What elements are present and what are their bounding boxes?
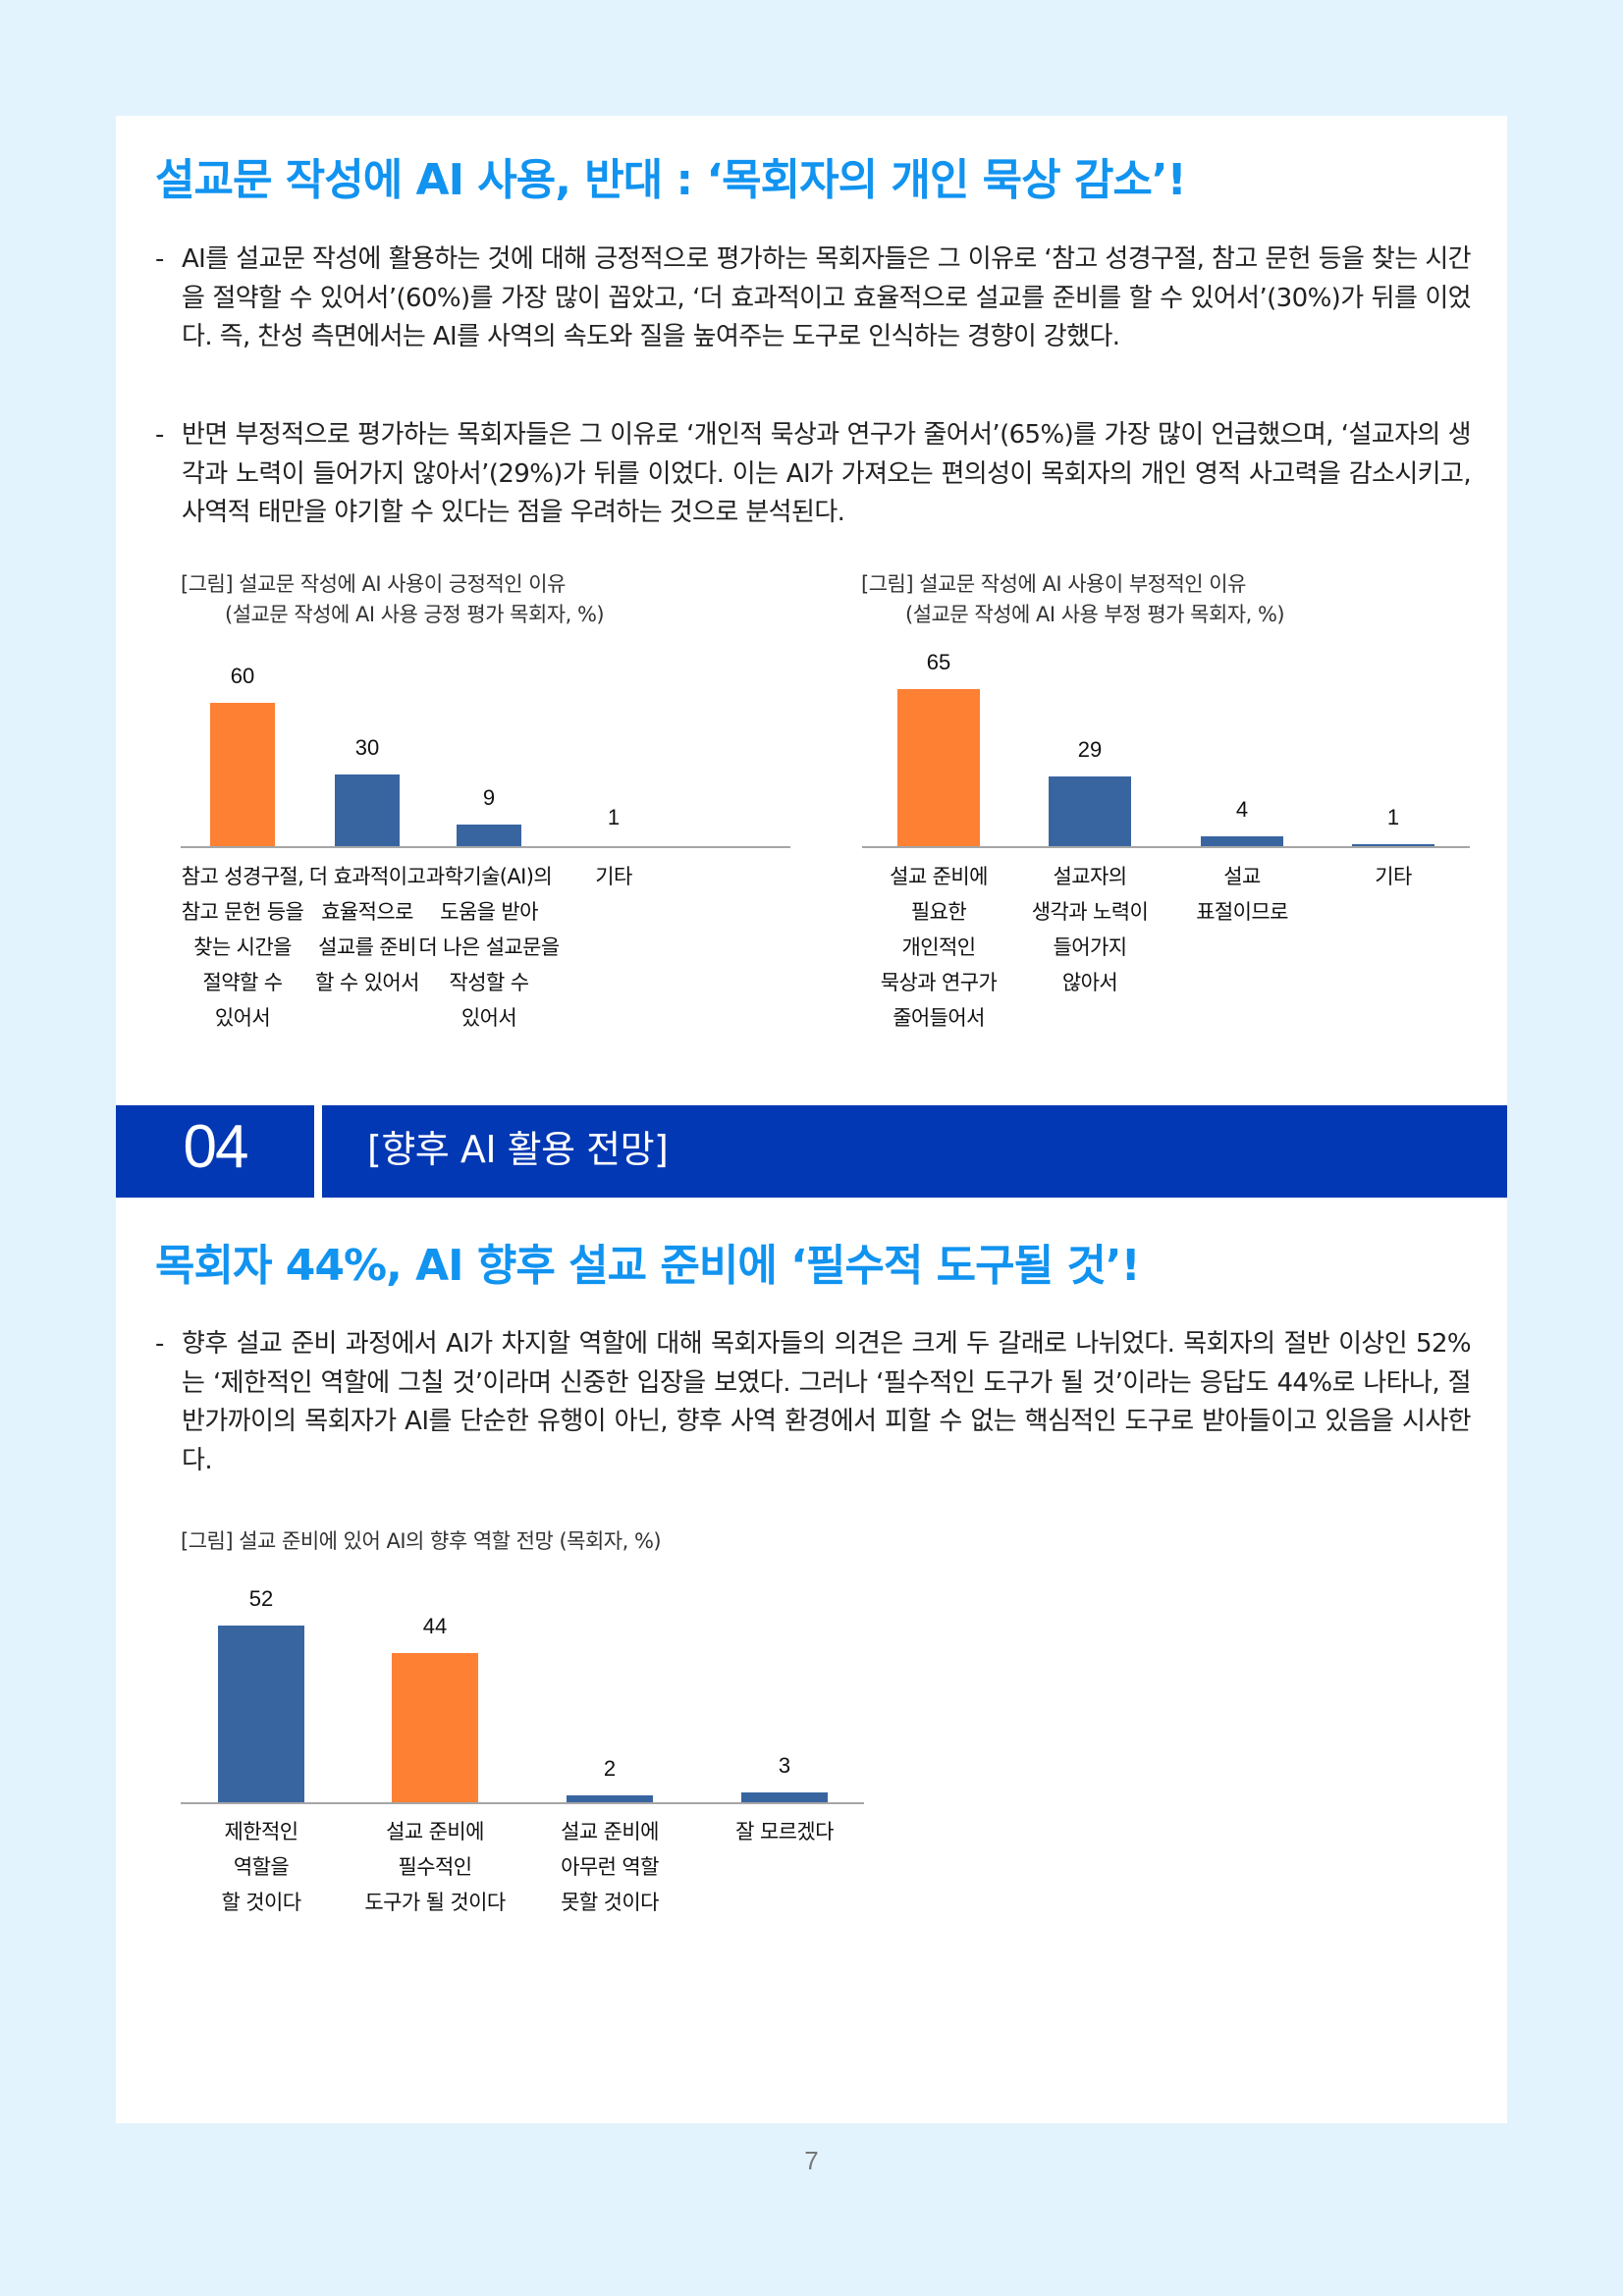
section-label-box: [향후 AI 활용 전망]	[322, 1105, 1507, 1198]
section1-title: 설교문 작성에 AI 사용, 반대 : ‘목회자의 개인 묵상 감소’!	[155, 155, 1187, 205]
section-number: 04	[183, 1113, 249, 1181]
bar-value-label: 52	[248, 1586, 274, 1612]
bullet-dash: -	[155, 420, 164, 450]
category-label: 설교자의 생각과 노력이 들어가지 않아서	[1031, 865, 1149, 994]
bar	[1352, 843, 1434, 846]
bar-value-label: 1	[1386, 804, 1400, 829]
section2-bullet-1: - 향후 설교 준비 과정에서 AI가 차지할 역할에 대해 목회자들의 의견은…	[155, 1325, 1472, 1480]
category-label: 잘 모르겠다	[735, 1820, 834, 1843]
bar-value-label: 2	[603, 1756, 617, 1782]
category-label: 설교 준비에 필요한 개인적인 묵상과 연구가 줄어들어서	[880, 865, 998, 1030]
section-label: [향후 AI 활용 전망]	[367, 1128, 669, 1171]
category-label: 설교 준비에 아무런 역할 못할 것이다	[561, 1820, 659, 1914]
bar-value-label: 65	[926, 650, 951, 675]
section-number-box: 04	[116, 1105, 314, 1198]
bar	[1201, 836, 1283, 846]
bar	[335, 774, 400, 846]
category-label: 참고 성경구절, 참고 문헌 등을 찾는 시간을 절약할 수 있어서	[181, 865, 304, 1030]
bullet-dash: -	[155, 1329, 164, 1359]
chart1-caption: [그림] 설교문 작성에 AI 사용이 긍정적인 이유 (설교문 작성에 AI …	[181, 569, 605, 630]
category-label: 더 효과적이고 효율적으로 설교를 준비 할 수 있어서	[308, 865, 426, 994]
x-axis-line	[862, 846, 1470, 848]
category-label: 기타	[595, 865, 632, 888]
chart2-subtitle: (설교문 작성에 AI 사용 부정 평가 목회자, %)	[905, 603, 1285, 626]
bar-value-label: 60	[230, 664, 255, 689]
chart3-caption: [그림] 설교 준비에 있어 AI의 향후 역할 전망 (목회자, %)	[181, 1526, 662, 1557]
chart1-title: [그림] 설교문 작성에 AI 사용이 긍정적인 이유	[181, 572, 566, 596]
chart2-title: [그림] 설교문 작성에 AI 사용이 부정적인 이유	[861, 572, 1246, 596]
bar	[457, 825, 521, 846]
x-axis-line	[181, 1802, 864, 1804]
section1-bullet-2: - 반면 부정적으로 평가하는 목회자들은 그 이유로 ‘개인적 묵상과 연구가…	[155, 416, 1472, 533]
chart2-caption: [그림] 설교문 작성에 AI 사용이 부정적인 이유 (설교문 작성에 AI …	[861, 569, 1285, 630]
category-label: 설교 준비에 필수적인 도구가 될 것이다	[364, 1820, 506, 1914]
category-label: 제한적인 역할을 할 것이다	[221, 1820, 302, 1914]
bar	[392, 1652, 478, 1802]
chart1-subtitle: (설교문 작성에 AI 사용 긍정 평가 목회자, %)	[225, 603, 605, 626]
page-number: 7	[804, 2146, 819, 2175]
bullet-dash: -	[155, 244, 164, 274]
bar	[897, 689, 980, 846]
bar	[218, 1626, 304, 1802]
bar-value-label: 30	[354, 735, 380, 761]
bar-value-label: 4	[1235, 797, 1249, 823]
section2-title: 목회자 44%, AI 향후 설교 준비에 ‘필수적 도구될 것’!	[155, 1241, 1141, 1291]
bar-value-label: 44	[422, 1613, 448, 1638]
bar-value-label: 3	[778, 1752, 791, 1778]
chart3-title: [그림] 설교 준비에 있어 AI의 향후 역할 전망 (목회자, %)	[181, 1529, 662, 1553]
bar-value-label: 9	[482, 785, 496, 811]
bar	[741, 1791, 828, 1802]
bar-value-label: 29	[1077, 736, 1103, 762]
category-label: 기타	[1375, 865, 1412, 888]
bullet-text: AI를 설교문 작성에 활용하는 것에 대해 긍정적으로 평가하는 목회자들은 …	[182, 244, 1472, 351]
bar-value-label: 1	[607, 804, 621, 829]
bar	[210, 703, 275, 846]
category-label: 설교 표절이므로	[1196, 865, 1288, 924]
category-label: 과학기술(AI)의 도움을 받아 더 나은 설교문을 작성할 수 있어서	[418, 865, 560, 1030]
bar	[567, 1795, 653, 1802]
x-axis-line	[181, 846, 790, 848]
bullet-text: 반면 부정적으로 평가하는 목회자들은 그 이유로 ‘개인적 묵상과 연구가 줄…	[182, 420, 1472, 527]
section1-bullet-1: - AI를 설교문 작성에 활용하는 것에 대해 긍정적으로 평가하는 목회자들…	[155, 240, 1472, 357]
bar	[1049, 775, 1131, 846]
bullet-text: 향후 설교 준비 과정에서 AI가 차지할 역할에 대해 목회자들의 의견은 크…	[182, 1329, 1472, 1475]
